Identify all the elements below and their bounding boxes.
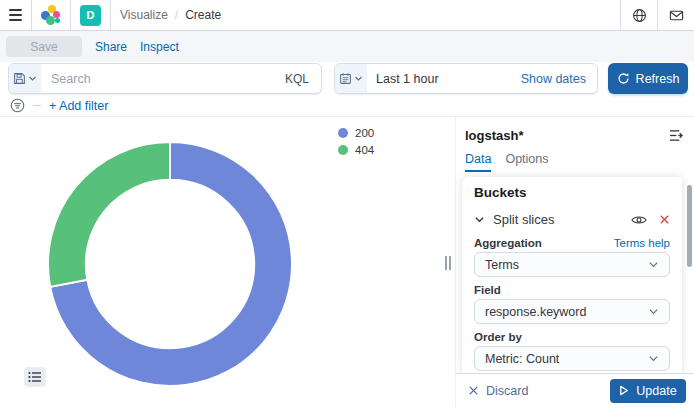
breadcrumb-create: Create	[185, 8, 221, 22]
donut-chart[interactable]	[47, 141, 293, 391]
chevron-down-icon	[354, 74, 363, 83]
mail-icon	[669, 8, 684, 23]
close-icon	[468, 385, 479, 396]
order-by-select[interactable]: Metric: Count	[474, 346, 670, 371]
hamburger-menu-icon[interactable]	[9, 9, 22, 21]
show-dates-button[interactable]: Show dates	[521, 72, 597, 86]
aggregation-select[interactable]: Terms	[474, 252, 670, 277]
chart-legend: 200404	[338, 127, 374, 156]
eye-icon[interactable]	[631, 214, 647, 226]
legend-label: 200	[355, 127, 374, 139]
index-pattern-title: logstash*	[465, 128, 524, 143]
menu-section[interactable]	[0, 0, 31, 30]
legend-item[interactable]: 200	[338, 127, 374, 139]
refresh-button[interactable]: Refresh	[608, 63, 688, 94]
breadcrumb-visualize[interactable]: Visualize	[120, 8, 168, 22]
top-header: D Visualize / Create	[0, 0, 694, 31]
save-button[interactable]: Save	[6, 36, 82, 57]
legend-label: 404	[355, 144, 374, 156]
remove-bucket-icon[interactable]	[659, 214, 670, 225]
search-input[interactable]	[41, 64, 285, 93]
visualization-canvas: 200404	[0, 117, 455, 407]
legend-toggle-button[interactable]	[24, 367, 46, 387]
panel-resize-handle[interactable]	[445, 256, 451, 270]
chevron-down-icon	[648, 353, 659, 364]
refresh-icon	[617, 72, 630, 85]
share-button[interactable]: Share	[95, 40, 127, 54]
chevron-down-icon	[648, 259, 659, 270]
search-box[interactable]: KQL	[8, 63, 322, 94]
list-icon	[28, 371, 42, 383]
filter-separator	[33, 105, 41, 106]
globe-icon	[632, 8, 647, 23]
vis-editor-sidebar: logstash* Data Options Buckets Split sli…	[455, 117, 694, 407]
field-label: Field	[474, 284, 501, 296]
discard-button[interactable]: Discard	[468, 384, 528, 398]
filter-bar: + Add filter	[0, 95, 694, 117]
collapse-sidebar-icon[interactable]	[669, 129, 684, 142]
chevron-down-icon	[648, 306, 659, 317]
filter-options-icon[interactable]	[10, 98, 25, 113]
elastic-logo-icon[interactable]	[41, 5, 61, 25]
aggregation-label: Aggregation	[474, 237, 542, 249]
time-range-value[interactable]: Last 1 hour	[367, 72, 439, 86]
legend-color-dot	[338, 128, 348, 138]
chevron-down-icon	[474, 214, 485, 225]
buckets-panel: Buckets Split slices Aggregation Te	[462, 177, 682, 373]
play-icon	[619, 385, 629, 396]
saved-query-menu-button[interactable]	[9, 64, 41, 93]
sidebar-scrollbar[interactable]	[687, 185, 692, 267]
bucket-type-label: Split slices	[493, 212, 554, 227]
sidebar-tabs: Data Options	[456, 152, 694, 172]
inspect-button[interactable]: Inspect	[140, 40, 179, 54]
space-badge-section[interactable]: D	[71, 0, 110, 30]
order-by-label: Order by	[474, 331, 522, 343]
save-query-icon	[13, 72, 26, 85]
breadcrumb: Visualize / Create	[120, 8, 221, 22]
query-bar: KQL Last 1 hour Show dates Refresh	[0, 62, 694, 95]
logo-section[interactable]	[32, 0, 70, 30]
query-language-button[interactable]: KQL	[285, 72, 321, 86]
split-slices-row[interactable]: Split slices	[474, 212, 670, 227]
field-select[interactable]: response.keyword	[474, 299, 670, 324]
date-picker[interactable]: Last 1 hour Show dates	[334, 63, 598, 94]
date-quick-menu-button[interactable]	[335, 64, 367, 93]
space-avatar[interactable]: D	[80, 5, 101, 26]
buckets-title: Buckets	[474, 185, 670, 200]
actions-bar: Save Share Inspect	[0, 31, 694, 62]
update-button[interactable]: Update	[610, 379, 686, 403]
add-filter-button[interactable]: + Add filter	[49, 99, 108, 113]
chevron-down-icon	[28, 74, 37, 83]
pie-slice-404[interactable]	[48, 142, 170, 287]
legend-color-dot	[338, 145, 348, 155]
tab-options[interactable]: Options	[505, 152, 548, 172]
newsfeed-button[interactable]	[658, 0, 694, 30]
tab-data[interactable]: Data	[465, 152, 491, 172]
calendar-icon	[339, 72, 352, 85]
sidebar-footer: Discard Update	[456, 373, 694, 407]
terms-help-link[interactable]: Terms help	[614, 237, 670, 249]
legend-item[interactable]: 404	[338, 144, 374, 156]
help-menu-button[interactable]	[621, 0, 657, 30]
